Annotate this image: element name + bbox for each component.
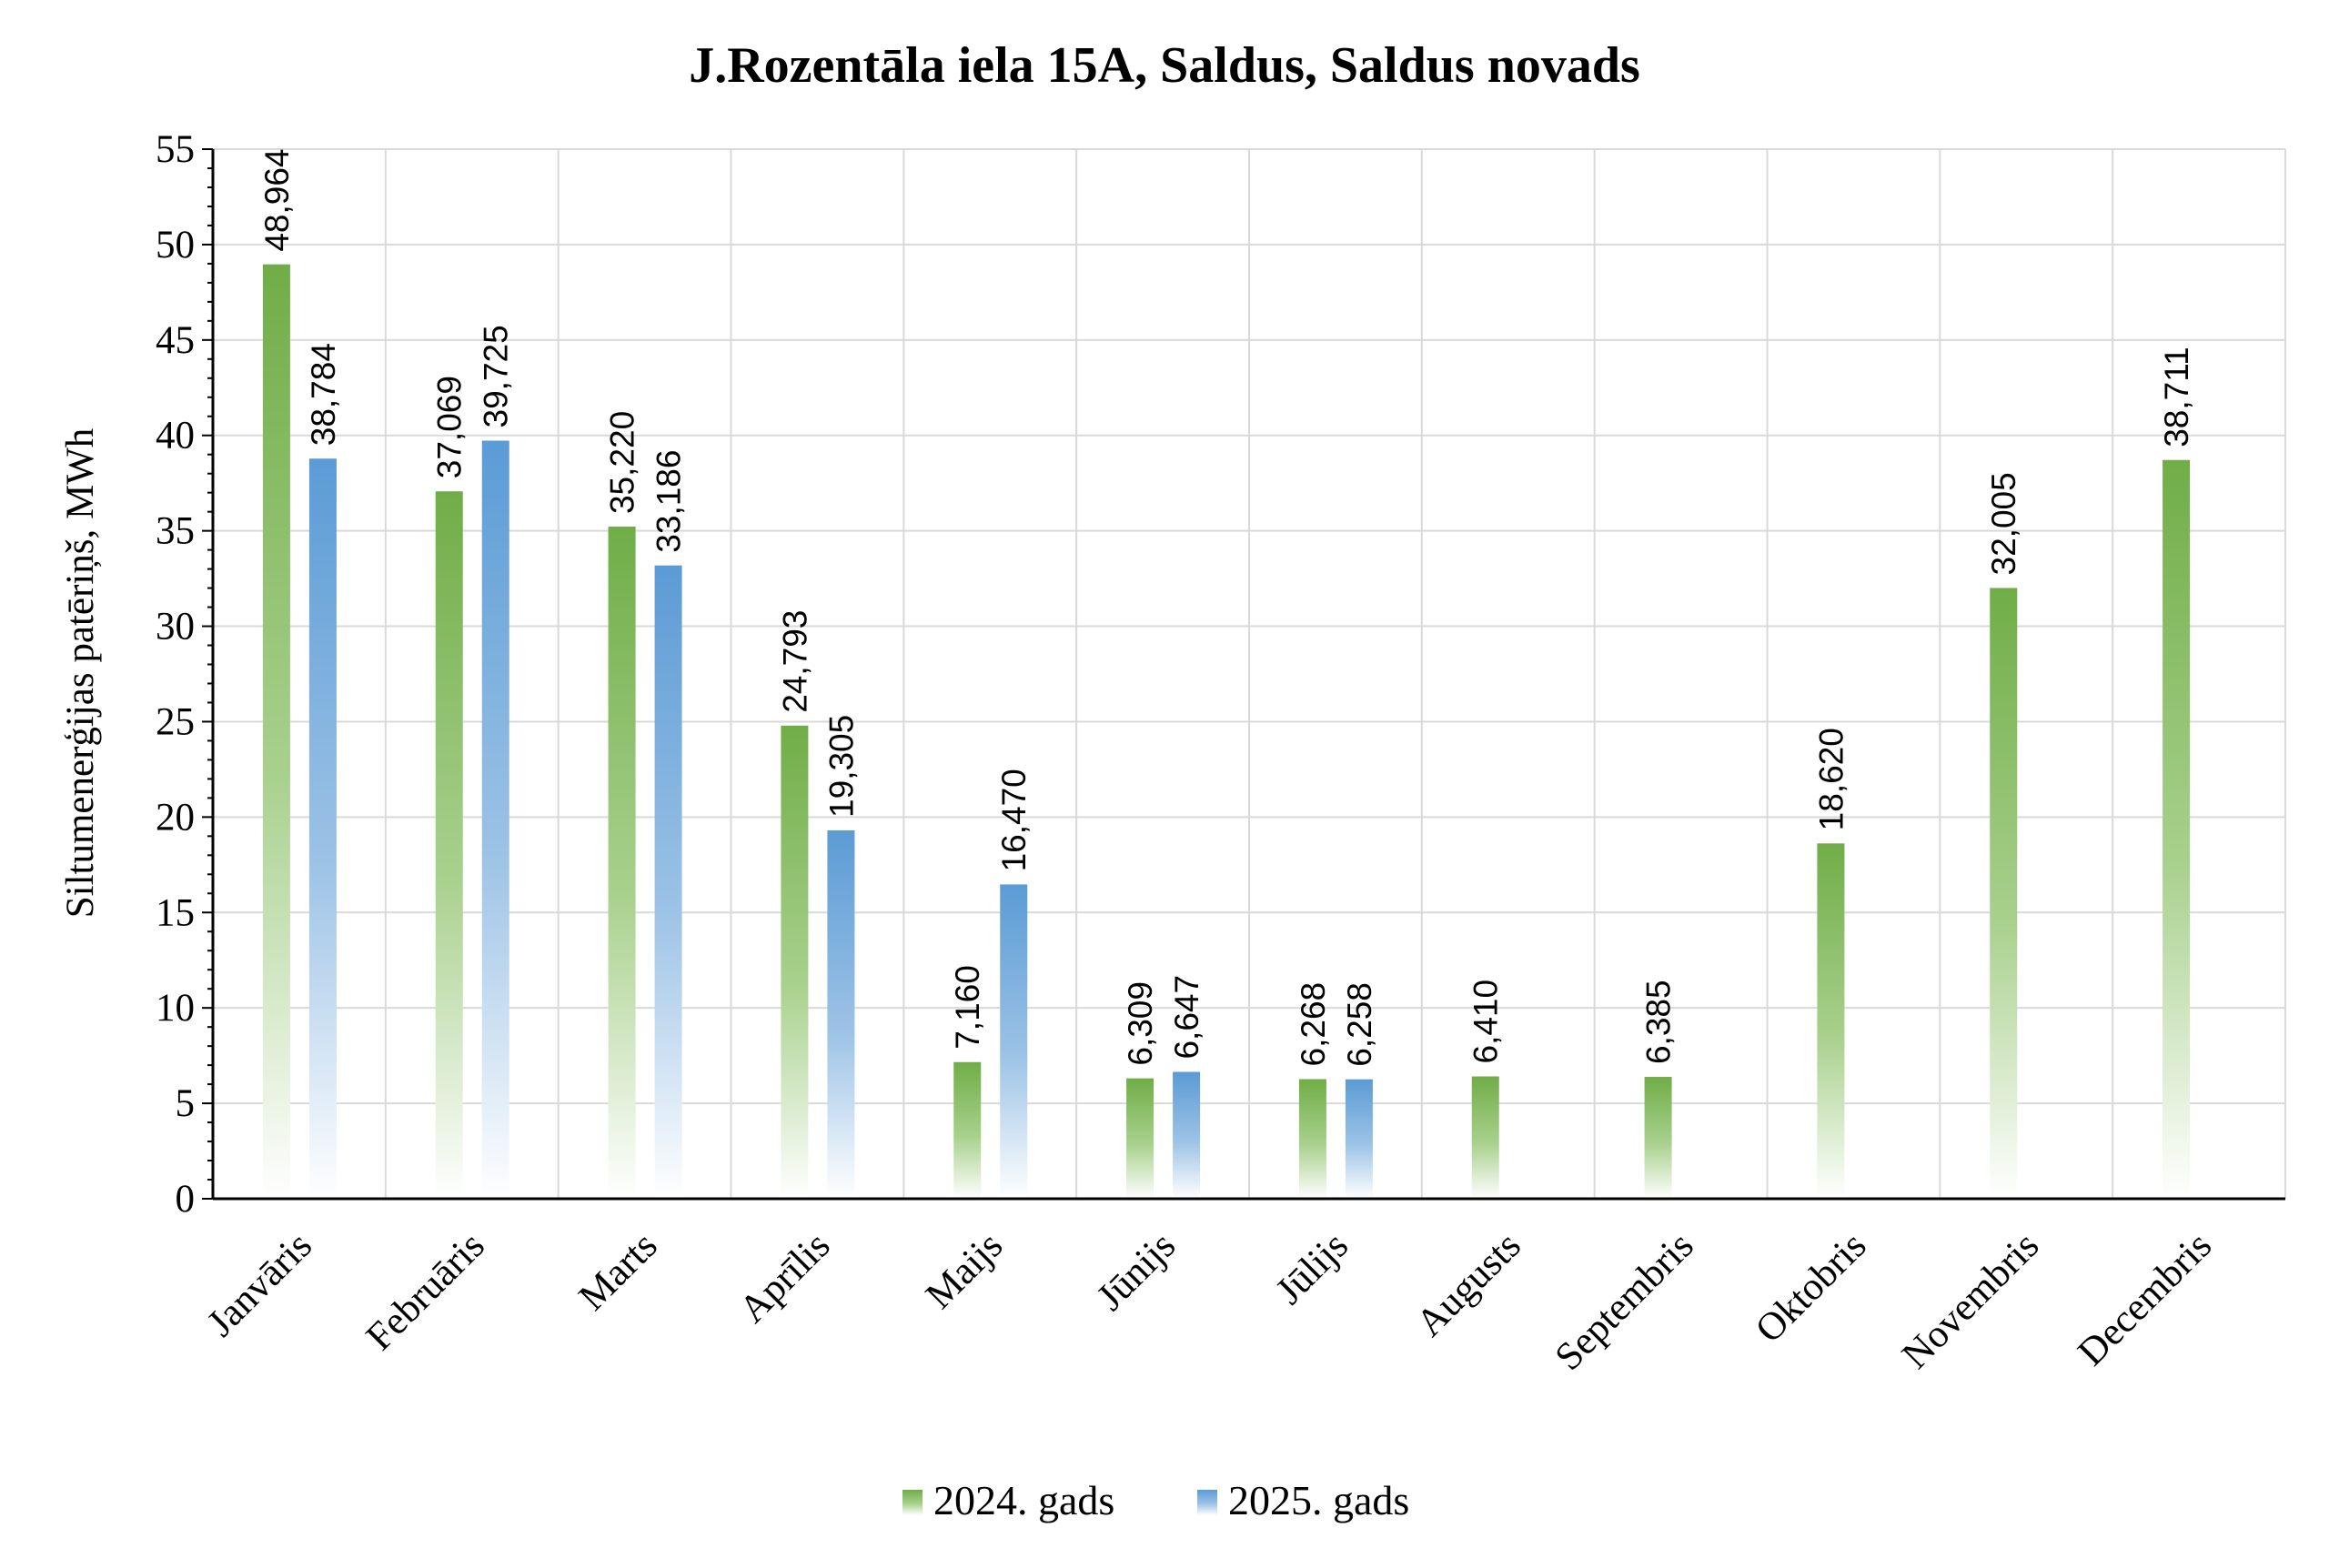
grid bbox=[213, 148, 2286, 1199]
bar-2025 bbox=[1000, 884, 1028, 1199]
bar-2025 bbox=[654, 565, 682, 1199]
bar-2024 bbox=[1817, 843, 1845, 1199]
y-tick-label: 45 bbox=[156, 319, 195, 362]
data-label: 18,620 bbox=[1812, 728, 1850, 830]
bar-2024 bbox=[2163, 459, 2191, 1199]
data-label: 6,647 bbox=[1168, 975, 1205, 1060]
bars bbox=[262, 264, 2191, 1199]
y-tick-label: 20 bbox=[156, 796, 195, 839]
bar-2025 bbox=[827, 829, 855, 1199]
y-tick-label: 55 bbox=[156, 128, 195, 171]
chart-title: J.Rozentāla iela 15A, Saldus, Saldus nov… bbox=[689, 37, 1640, 94]
x-category-label: Marts bbox=[570, 1224, 665, 1319]
x-category-label: Maijs bbox=[918, 1224, 1011, 1317]
y-tick-label: 10 bbox=[156, 987, 195, 1030]
axes: 0 5 10 15 20 25 30 35 40 45 50 55 Janvāris Februāris M… bbox=[156, 128, 2285, 1379]
bar-2025 bbox=[481, 440, 509, 1199]
bar-2024 bbox=[262, 264, 290, 1199]
data-label: 19,305 bbox=[822, 715, 860, 818]
x-category-label: Septembris bbox=[1548, 1224, 1702, 1379]
bar-2025 bbox=[1173, 1071, 1201, 1199]
bar-2025 bbox=[308, 458, 337, 1199]
legend-label-2025: 2025. gads bbox=[1228, 1477, 1409, 1523]
x-category-label: Janvāris bbox=[199, 1224, 320, 1345]
data-label: 6,385 bbox=[1640, 980, 1678, 1064]
bar-2024 bbox=[608, 527, 636, 1199]
y-tick-label: 35 bbox=[156, 510, 195, 553]
legend-label-2024: 2024. gads bbox=[933, 1477, 1114, 1523]
data-label: 39,725 bbox=[478, 325, 515, 427]
y-tick-label: 25 bbox=[156, 700, 195, 743]
data-label: 16,470 bbox=[995, 769, 1033, 871]
data-label: 38,784 bbox=[305, 343, 342, 446]
legend-swatch-2025 bbox=[1197, 1490, 1217, 1515]
x-category-label: Oktobris bbox=[1748, 1224, 1875, 1352]
y-axis-title: Siltumenerģijas patēriņš, MWh bbox=[59, 428, 102, 919]
bar-2024 bbox=[1126, 1078, 1154, 1199]
y-tick-label: 40 bbox=[156, 415, 195, 457]
legend-swatch-2024 bbox=[902, 1490, 923, 1515]
bar-2025 bbox=[1345, 1079, 1373, 1199]
y-tick-label: 0 bbox=[176, 1178, 196, 1221]
bar-2024 bbox=[1298, 1079, 1326, 1199]
data-label: 6,410 bbox=[1467, 980, 1505, 1064]
x-category-label: Jūnijs bbox=[1089, 1224, 1184, 1319]
data-label: 48,964 bbox=[258, 148, 296, 251]
legend: 2024. gads 2025. gads bbox=[902, 1477, 1409, 1523]
bar-2024 bbox=[435, 491, 463, 1199]
bar-2024 bbox=[781, 725, 809, 1199]
x-category-label: Decembris bbox=[2070, 1224, 2220, 1374]
data-label: 24,793 bbox=[776, 610, 813, 713]
bar-2024 bbox=[953, 1061, 982, 1199]
x-category-label: Novembris bbox=[1894, 1224, 2047, 1377]
data-label: 33,186 bbox=[650, 450, 688, 553]
x-category-label: Augusts bbox=[1408, 1224, 1529, 1345]
y-tick-label: 30 bbox=[156, 606, 195, 648]
data-label: 7,160 bbox=[949, 965, 986, 1050]
bar-2024 bbox=[1990, 588, 2018, 1199]
x-category-label: Aprīlis bbox=[731, 1224, 839, 1332]
y-tick-label: 15 bbox=[156, 891, 195, 934]
bar-2024 bbox=[1471, 1076, 1499, 1199]
data-label: 32,005 bbox=[1985, 472, 2022, 575]
data-label: 6,268 bbox=[1295, 982, 1332, 1067]
bar-2024 bbox=[1644, 1077, 1672, 1199]
data-label: 6,309 bbox=[1122, 981, 1159, 1066]
x-category-label: Jūlijs bbox=[1268, 1224, 1356, 1312]
x-category-label: Februāris bbox=[358, 1224, 493, 1359]
data-label: 6,258 bbox=[1341, 982, 1378, 1067]
data-label: 37,069 bbox=[431, 376, 469, 478]
data-label: 35,220 bbox=[604, 411, 641, 514]
y-tick-label: 50 bbox=[156, 224, 195, 266]
y-tick-label: 5 bbox=[176, 1082, 196, 1125]
data-label: 38,711 bbox=[2158, 347, 2195, 447]
